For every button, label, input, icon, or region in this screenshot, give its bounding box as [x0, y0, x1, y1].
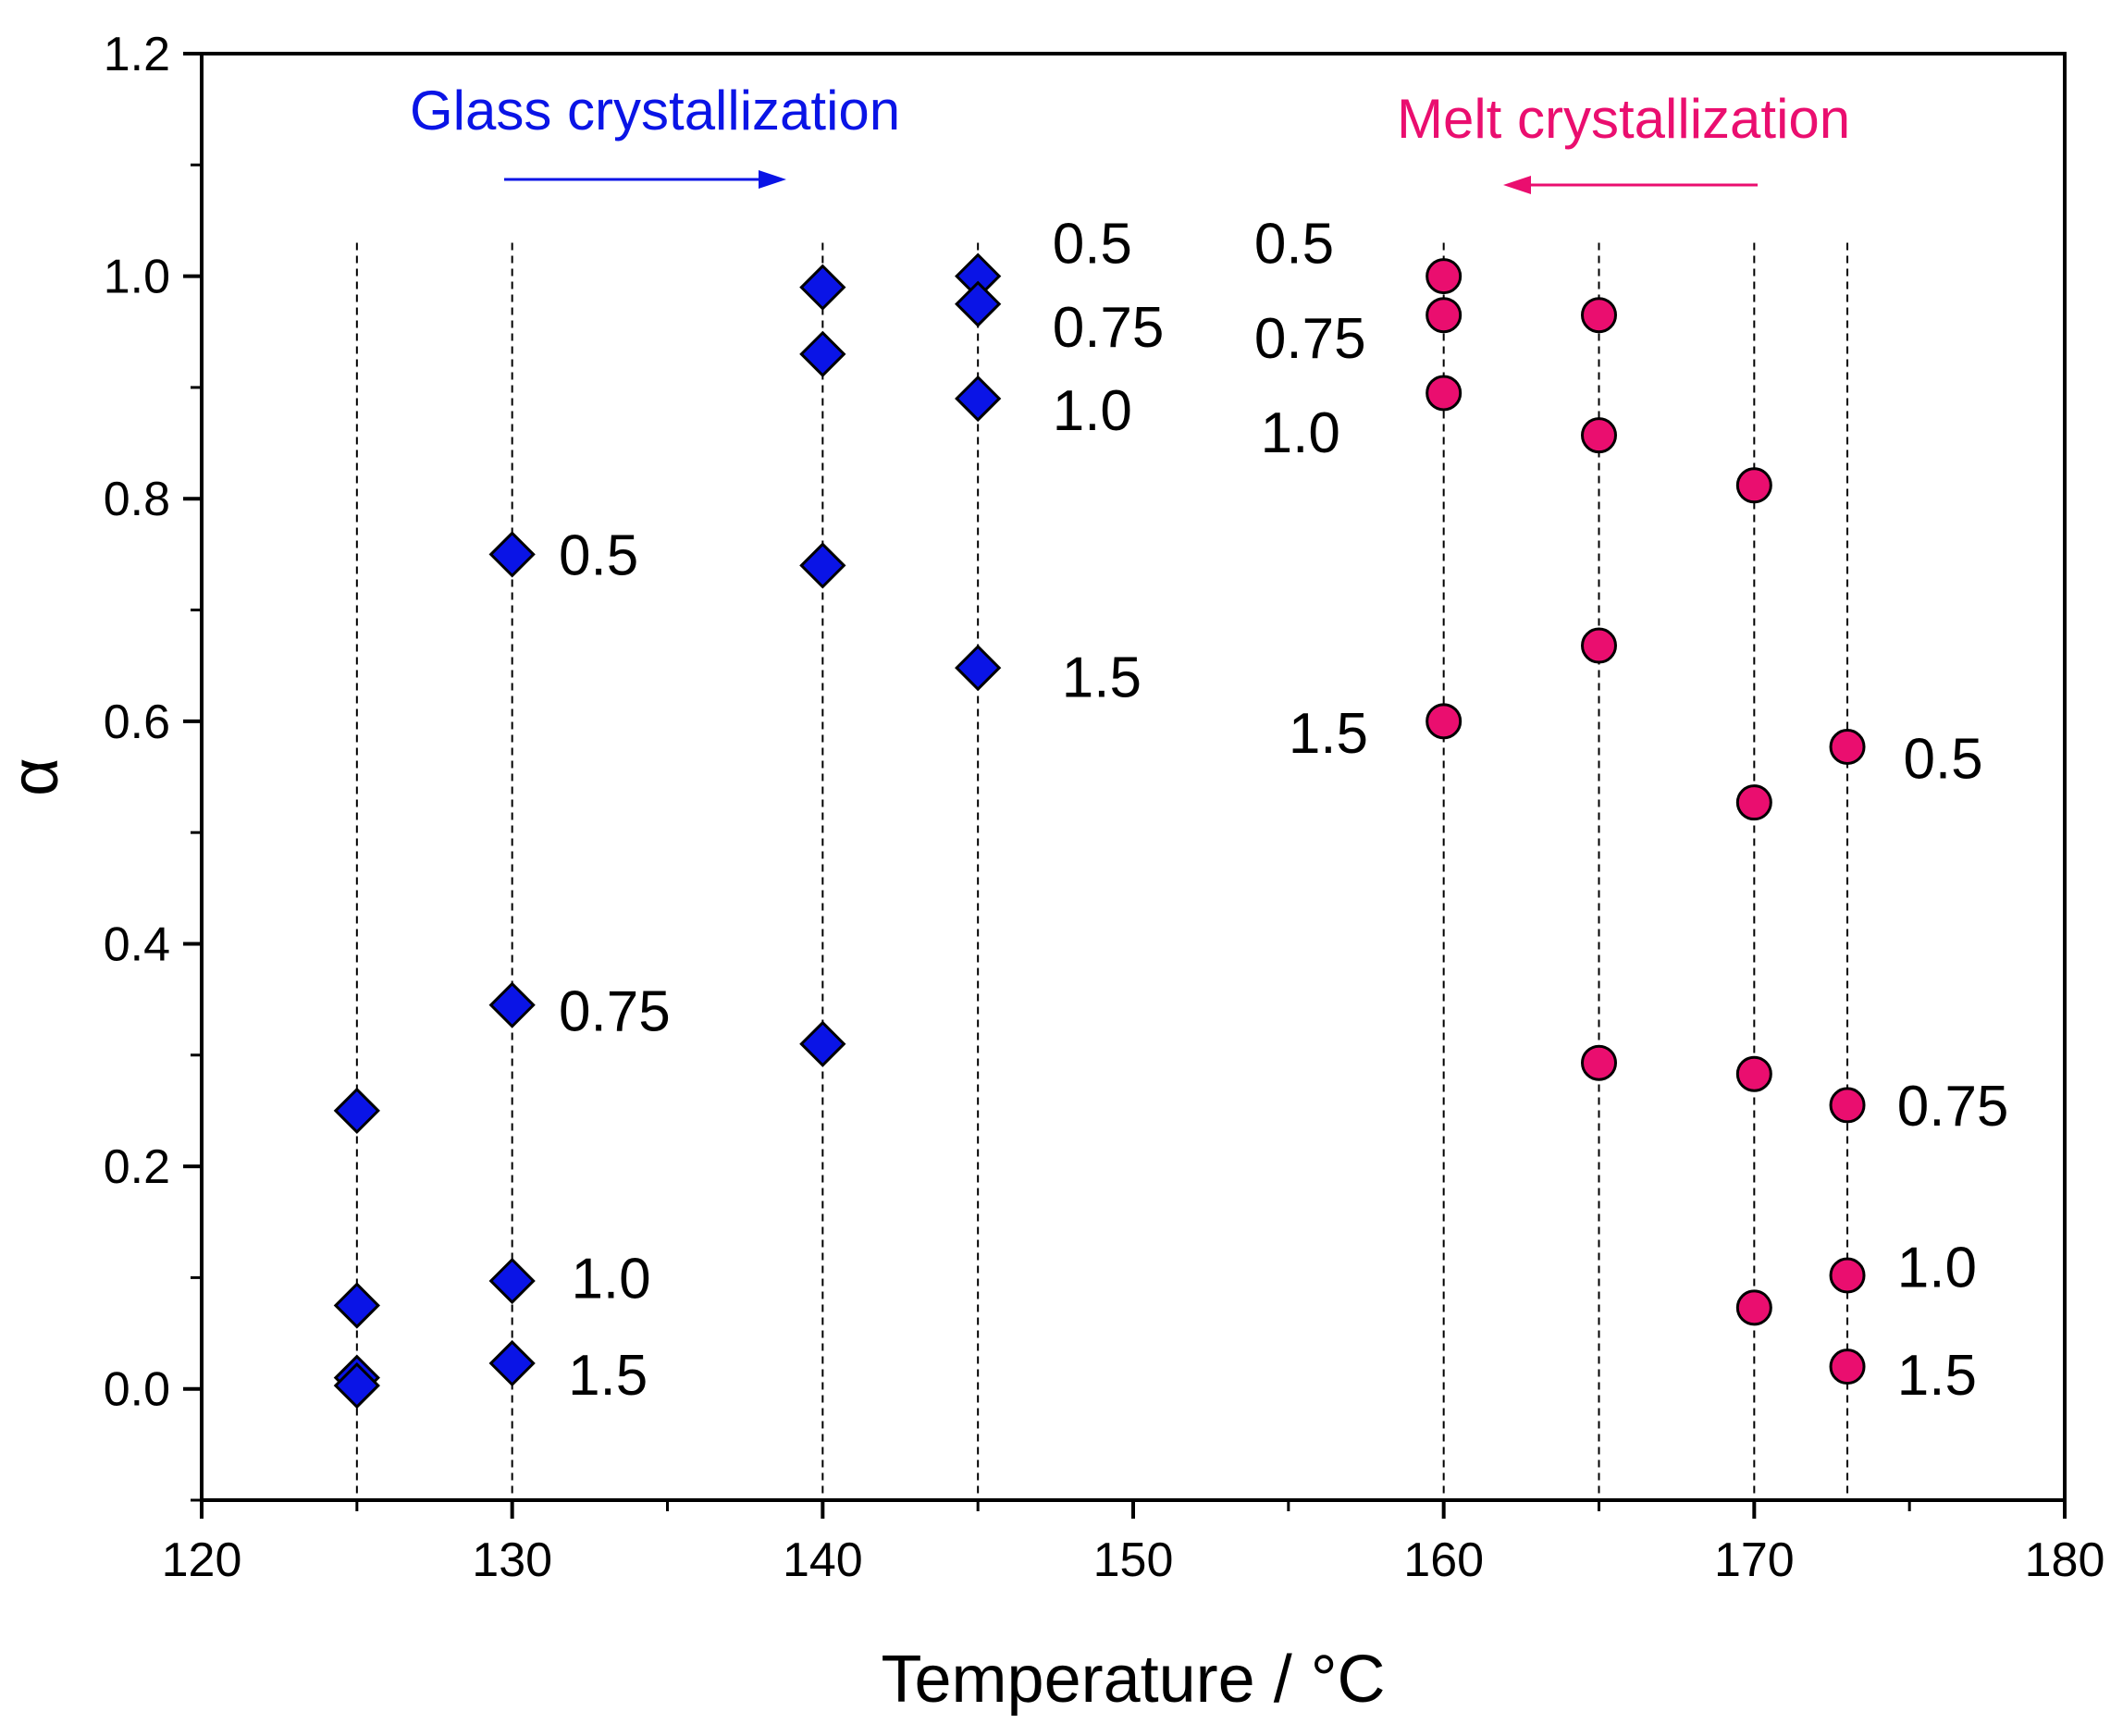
rate-label: 0.5: [1903, 728, 1982, 792]
melt-point: [1735, 467, 1772, 504]
glass-point: [488, 1339, 536, 1387]
glass-point: [955, 644, 1002, 692]
rate-label: 1.5: [1289, 702, 1368, 766]
rate-label: 1.5: [1062, 646, 1142, 710]
glass-point: [955, 280, 1002, 327]
ticks: 120 130 140 150 160 170 180 0.0 0.2 0.4 0.6 0.8 1.0 1…: [104, 28, 2105, 1587]
melt-point: [1829, 1348, 1866, 1385]
glass-crystallization-title: Glass crystallization: [410, 80, 900, 142]
rate-label: 1.5: [1897, 1344, 1977, 1408]
melt-point: [1426, 258, 1463, 295]
x-tick-label: 120: [162, 1533, 242, 1587]
glass-point: [799, 264, 846, 311]
point-labels: 0.5 0.75 1.0 1.5 0.5 0.75 1.0 1.5 0.5 0.75 1.0 1.5 0…: [559, 213, 2008, 1409]
melt-point: [1581, 417, 1617, 454]
x-tick-label: 150: [1093, 1533, 1174, 1587]
melt-point: [1581, 1044, 1617, 1081]
melt-point: [1581, 297, 1617, 334]
melt-point: [1581, 627, 1617, 664]
glass-point: [333, 1361, 380, 1410]
glass-point: [799, 330, 846, 377]
rate-label: 1.0: [1897, 1236, 1977, 1299]
y-tick-label: 0.2: [104, 1140, 170, 1194]
guide-lines: [355, 242, 1849, 1500]
glass-point: [488, 1257, 536, 1305]
plot-frame: [200, 52, 2067, 1502]
glass-arrow-head: [759, 170, 786, 189]
rate-label: 0.5: [1053, 213, 1132, 277]
rate-label: 1.0: [571, 1247, 650, 1311]
glass-point: [799, 542, 846, 589]
melt-point: [1829, 1257, 1866, 1294]
melt-point: [1735, 1055, 1772, 1092]
melt-point: [1735, 784, 1772, 821]
x-tick-label: 140: [783, 1533, 863, 1587]
rate-label: 0.75: [1053, 296, 1165, 360]
y-tick-label: 1.0: [104, 251, 170, 304]
melt-point: [1426, 375, 1463, 412]
x-tick-label: 130: [472, 1533, 552, 1587]
rate-label: 0.75: [559, 980, 671, 1044]
series-annotations: Glass crystallization Melt crystallizatio…: [410, 80, 1850, 194]
rate-label: 0.75: [1897, 1075, 2009, 1139]
rate-label: 1.0: [1053, 379, 1132, 443]
y-tick-label: 1.2: [104, 28, 170, 81]
y-axis-title: α: [0, 757, 72, 796]
glass-point: [488, 531, 536, 578]
melt-point: [1426, 297, 1463, 334]
rate-label: 1.0: [1261, 401, 1340, 465]
melt-arrow-head: [1503, 176, 1531, 194]
rate-label: 1.5: [568, 1344, 648, 1408]
melt-point: [1735, 1289, 1772, 1326]
glass-point: [955, 375, 1002, 423]
rate-label: 0.5: [559, 523, 638, 587]
y-tick-label: 0.6: [104, 696, 170, 749]
melt-point: [1829, 729, 1866, 766]
glass-point: [799, 1020, 846, 1067]
y-tick-label: 0.4: [104, 917, 170, 971]
x-tick-label: 180: [2025, 1533, 2105, 1587]
rate-label: 0.75: [1254, 307, 1366, 371]
glass-point: [488, 981, 536, 1028]
melt-point: [1426, 703, 1463, 740]
x-axis-title: Temperature / °C: [882, 1643, 1386, 1717]
rate-label: 0.5: [1254, 213, 1334, 277]
melt-point: [1829, 1087, 1866, 1124]
glass-point: [333, 1087, 380, 1135]
glass-point: [333, 1282, 380, 1329]
y-tick-label: 0.0: [104, 1363, 170, 1417]
data-points: [333, 252, 1866, 1410]
x-tick-label: 160: [1403, 1533, 1484, 1587]
x-tick-label: 170: [1714, 1533, 1795, 1587]
y-tick-label: 0.8: [104, 473, 170, 526]
melt-crystallization-title: Melt crystallization: [1397, 88, 1850, 150]
axes: [200, 52, 2067, 1502]
